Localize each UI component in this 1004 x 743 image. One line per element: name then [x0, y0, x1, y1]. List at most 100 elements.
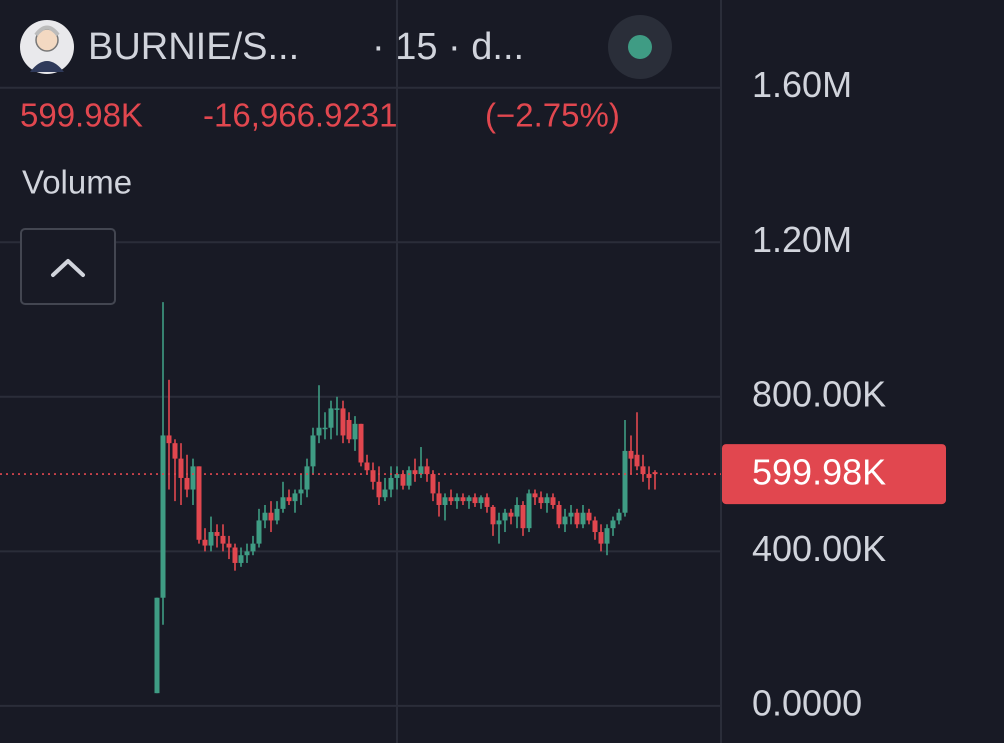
candle-body — [526, 493, 532, 529]
candle-body — [592, 520, 598, 533]
symbol-title: BURNIE/S... — [88, 26, 299, 68]
candle-body — [160, 435, 166, 598]
candle-body — [640, 466, 646, 475]
candle-body — [292, 493, 298, 502]
candle-body — [580, 512, 586, 525]
candle-body — [502, 512, 508, 521]
overlay: BURNIE/S... · 15 · d... 599.98K -16,966.… — [20, 15, 672, 305]
candle-body — [214, 532, 220, 536]
candle-body — [280, 497, 286, 509]
candle-body — [496, 520, 502, 525]
candle-body — [316, 427, 322, 436]
candle-body — [334, 408, 340, 410]
candle-body — [370, 470, 376, 482]
y-tick-label: 1.60M — [752, 64, 852, 105]
price-change: -16,966.9231 — [203, 97, 398, 134]
candle-body — [448, 497, 454, 502]
candle-body — [322, 427, 328, 430]
candle-body — [358, 423, 364, 463]
candle-body — [646, 474, 652, 478]
candle-body — [616, 512, 622, 521]
symbol-interval: · 15 · d... — [372, 26, 524, 68]
y-tick-label: 0.0000 — [752, 682, 862, 723]
candle-body — [352, 423, 358, 440]
candle-body — [538, 497, 544, 504]
candle-body — [460, 497, 466, 502]
candle-body — [400, 474, 406, 486]
candle-body — [598, 532, 604, 544]
candle-body — [628, 450, 634, 459]
candle-body — [520, 504, 526, 529]
candle-body — [154, 597, 160, 694]
plot-area: 0.0000 400.00K 800.00K 1.20M 1.60M 599.98K — [0, 64, 946, 723]
candle-body — [364, 462, 370, 471]
candle-body — [286, 497, 292, 502]
candle-body — [604, 528, 610, 544]
candle-body — [586, 512, 592, 521]
candle-body — [412, 470, 418, 475]
candle-body — [172, 443, 178, 459]
status-dot — [628, 35, 652, 59]
candle-body — [340, 408, 346, 436]
avatar-suit — [30, 61, 64, 72]
last-price: 599.98K — [20, 97, 143, 134]
collapse-button[interactable] — [20, 228, 116, 305]
y-tick-label: 400.00K — [752, 528, 886, 569]
candle-body — [568, 512, 574, 517]
candle-body — [442, 497, 448, 505]
candle-body — [430, 474, 436, 494]
candle-body — [178, 458, 184, 478]
candle-body — [382, 489, 388, 498]
indicator-label: Volume — [22, 164, 132, 201]
candle-body — [418, 466, 424, 475]
candle-body — [514, 504, 520, 517]
candle-body — [532, 493, 538, 498]
price-change-percent: (−2.75%) — [485, 97, 620, 134]
candle-body — [556, 504, 562, 525]
candle-body — [250, 543, 256, 552]
candle-body — [262, 512, 268, 521]
candle-body — [478, 497, 484, 504]
candle-body — [346, 419, 352, 440]
candle-body — [484, 497, 490, 507]
candle-body — [166, 435, 172, 444]
candle-body — [202, 539, 208, 546]
y-tick-label: 800.00K — [752, 373, 886, 414]
candle-body — [244, 551, 250, 556]
candle-body — [256, 520, 262, 544]
last-price-tag-label: 599.98K — [752, 452, 886, 493]
candle-body — [406, 470, 412, 486]
y-tick-label: 1.20M — [752, 219, 852, 260]
candle-body — [196, 466, 202, 540]
candle-body — [490, 506, 496, 525]
candle-body — [328, 408, 334, 428]
candle-body — [622, 450, 628, 513]
candle-body — [634, 454, 640, 467]
avatar-hair — [34, 25, 60, 37]
candle-body — [610, 520, 616, 529]
candle-body — [394, 474, 400, 478]
candle-body — [226, 543, 232, 548]
candle-body — [208, 532, 214, 546]
last-price-tag — [722, 444, 946, 505]
grid — [0, 0, 722, 743]
candle-body — [652, 472, 658, 475]
candle-body — [574, 512, 580, 525]
candle-body — [310, 435, 316, 467]
candle-body — [550, 497, 556, 505]
candle-body — [562, 516, 568, 525]
candle-body — [274, 508, 280, 521]
candle-body — [220, 535, 226, 544]
candle-body — [508, 512, 514, 517]
candle-body — [454, 497, 460, 502]
candle-body — [466, 497, 472, 502]
candle-body — [472, 497, 478, 504]
candle-body — [424, 466, 430, 475]
candle-body — [436, 493, 442, 505]
candle-body — [232, 547, 238, 563]
candle-body — [238, 555, 244, 563]
candle-body — [268, 512, 274, 521]
